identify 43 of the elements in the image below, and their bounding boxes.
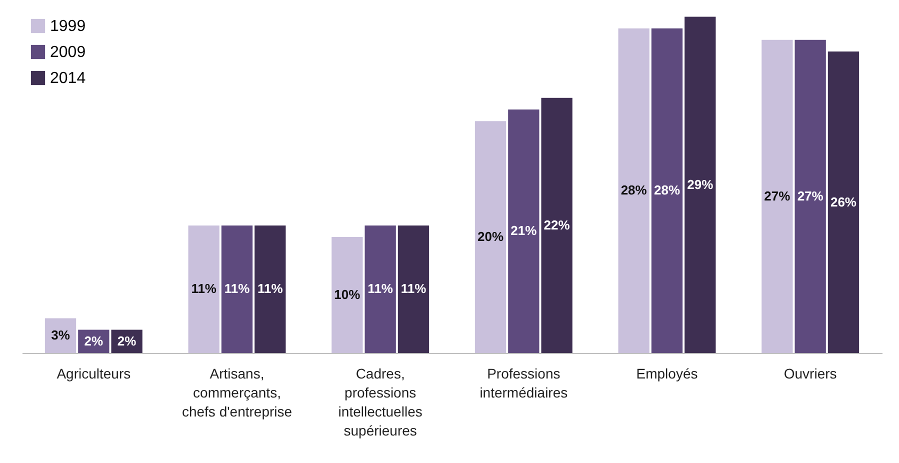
data-label: 11% [400, 281, 427, 296]
data-label: 10% [334, 287, 361, 302]
bar [398, 225, 430, 353]
legend-label: 1999 [50, 18, 86, 35]
x-tick-label: Ouvriers [784, 366, 837, 382]
bar [651, 28, 683, 353]
bar [618, 28, 650, 353]
bar [364, 225, 396, 353]
data-label: 11% [368, 281, 394, 296]
data-label: 27% [764, 188, 791, 204]
data-label: 26% [830, 194, 857, 210]
bar [474, 121, 506, 353]
bar [254, 225, 286, 353]
data-label: 11% [257, 281, 284, 296]
legend-label: 2009 [50, 44, 86, 61]
bar [188, 225, 220, 353]
bar [684, 16, 716, 353]
data-label: 22% [544, 217, 570, 232]
x-tick-label: Artisans, commerçants, chefs d'entreprise [182, 366, 292, 420]
bar [508, 109, 540, 353]
data-label: 29% [687, 176, 714, 192]
data-label: 11% [224, 281, 250, 296]
data-label: 3% [51, 328, 70, 343]
bar [541, 98, 572, 353]
data-label: 20% [478, 229, 504, 244]
data-label: 28% [620, 182, 648, 198]
x-tick-label: Cadres, professions intellectuelles supérieures [338, 366, 422, 438]
data-label: 11% [191, 281, 217, 296]
x-tick-label: Employés [636, 366, 698, 382]
x-tick-label: Professions intermédiaires [480, 366, 568, 400]
x-tick-label: Agriculteurs [56, 366, 131, 382]
data-label: 27% [797, 188, 824, 204]
bar [794, 40, 826, 353]
bar [828, 52, 860, 353]
bar [762, 40, 793, 353]
bar [221, 225, 253, 353]
data-label: 2% [84, 333, 104, 348]
data-label: 21% [510, 223, 538, 238]
bar [332, 237, 363, 353]
bar [44, 318, 76, 353]
data-label: 28% [654, 182, 680, 198]
legend-label: 2014 [50, 70, 86, 87]
data-label: 2% [117, 333, 137, 348]
